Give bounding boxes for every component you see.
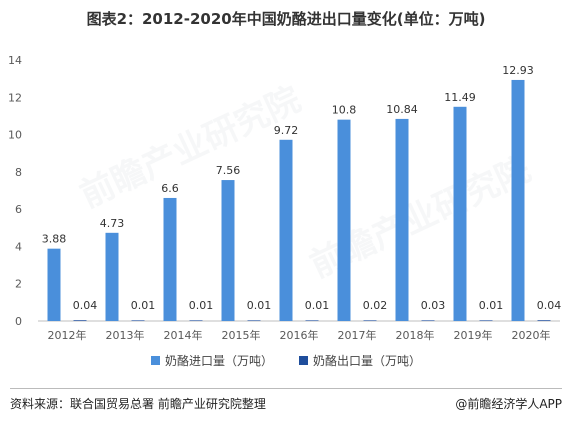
import-data-label: 11.49 [444,91,476,104]
export-data-label: 0.04 [73,299,98,312]
export-bar [131,320,145,321]
x-tick-label: 2019年 [454,328,493,342]
bar-chart-plot: 0 2 4 6 8 10 12 14 2012年 3.88 0.04 2013年 4.73 0.01 201… [8,54,562,342]
export-bar [305,320,319,321]
y-tick-label: 14 [8,54,22,67]
import-data-label: 12.93 [502,64,534,77]
x-tick-label: 2015年 [222,328,261,342]
x-tick-label: 2017年 [338,328,377,342]
chart-title: 图表2：2012-2020年中国奶酪进出口量变化(单位：万吨) [86,10,486,28]
y-tick-label: 10 [8,129,22,142]
import-data-label: 3.88 [42,233,67,246]
import-data-label: 6.6 [161,182,179,195]
x-tick-label: 2014年 [164,328,203,342]
export-bar [247,320,261,321]
y-tick-label: 2 [15,278,22,291]
export-data-label: 0.01 [189,299,214,312]
export-bar [479,320,493,321]
x-tick-label: 2016年 [280,328,319,342]
import-data-label: 10.8 [332,104,357,117]
export-data-label: 0.01 [247,299,272,312]
legend-swatch-import [150,356,160,365]
legend-label-import: 奶酪进口量（万吨） [164,354,273,368]
y-tick-label: 6 [15,203,22,216]
import-bar [279,139,293,321]
import-data-label: 9.72 [274,124,299,137]
brand-credit: @前瞻经济学人APP [455,397,562,411]
chart-legend: 奶酪进口量（万吨） 奶酪出口量（万吨） [0,352,572,369]
x-tick-label: 2013年 [106,328,145,342]
import-bar [453,106,467,321]
export-data-label: 0.01 [305,299,330,312]
x-tick-label: 2018年 [396,328,435,342]
export-data-label: 0.02 [363,299,388,312]
export-bar [73,320,87,321]
legend-item-export: 奶酪出口量（万吨） [299,352,421,369]
export-bar [537,320,551,321]
import-bar [221,180,235,321]
legend-label-export: 奶酪出口量（万吨） [313,354,422,368]
export-data-label: 0.01 [479,299,504,312]
import-data-label: 7.56 [216,164,241,177]
export-bar [421,320,435,321]
import-bar [511,79,525,321]
import-bar [105,232,119,321]
y-tick-label: 12 [8,91,22,104]
export-bar [189,320,203,321]
footer-divider [10,388,562,389]
import-data-label: 10.84 [386,103,418,116]
x-tick-label: 2020年 [512,328,551,342]
y-tick-label: 0 [15,315,22,328]
y-tick-label: 8 [15,166,22,179]
export-data-label: 0.04 [537,299,562,312]
export-bar [363,320,377,321]
import-bar [163,197,177,321]
import-bar [395,118,409,321]
export-data-label: 0.03 [421,299,446,312]
legend-swatch-export [299,356,308,365]
y-tick-label: 4 [15,240,22,253]
import-bar [47,248,61,321]
export-data-label: 0.01 [131,299,156,312]
import-data-label: 4.73 [100,217,125,230]
source-note: 资料来源：联合国贸易总署 前瞻产业研究院整理 [10,397,266,411]
x-tick-label: 2012年 [48,328,87,342]
legend-item-import: 奶酪进口量（万吨） [150,352,273,369]
import-bar [337,119,351,322]
